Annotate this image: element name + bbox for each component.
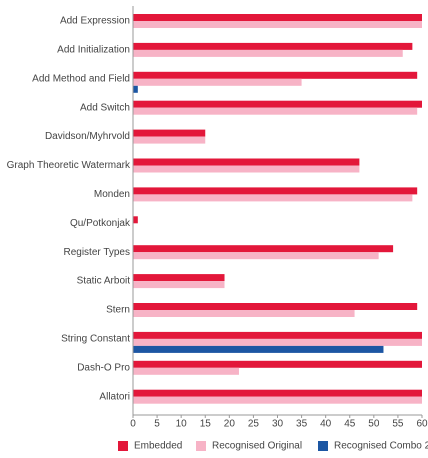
y-tick-label: Qu/Potkonjak bbox=[70, 218, 131, 229]
bar bbox=[133, 252, 379, 260]
bar bbox=[133, 389, 422, 397]
bar bbox=[133, 78, 302, 86]
y-tick-label: Graph Theoretic Watermark bbox=[7, 160, 131, 171]
bar bbox=[133, 136, 206, 144]
legend-label: Embedded bbox=[134, 441, 182, 452]
bar bbox=[133, 165, 360, 173]
bar bbox=[133, 85, 138, 93]
bar bbox=[133, 331, 422, 339]
bar bbox=[133, 367, 239, 375]
legend-label: Recognised Original bbox=[212, 441, 302, 452]
bar bbox=[133, 71, 418, 79]
y-tick-label: Add Initialization bbox=[57, 45, 130, 56]
x-tick-label: 35 bbox=[296, 419, 308, 430]
bar bbox=[133, 216, 138, 224]
y-tick-label: Add Switch bbox=[80, 102, 130, 113]
bar bbox=[133, 158, 360, 166]
bar bbox=[133, 21, 422, 28]
legend-swatch bbox=[196, 441, 206, 451]
bar bbox=[133, 396, 422, 404]
y-tick-label: Monden bbox=[94, 189, 130, 200]
bar bbox=[133, 187, 418, 195]
bar bbox=[133, 338, 422, 346]
y-tick-label: Add Expression bbox=[60, 16, 130, 27]
y-tick-label: Add Method and Field bbox=[32, 73, 130, 84]
bar bbox=[133, 129, 206, 137]
x-tick-label: 45 bbox=[344, 419, 356, 430]
bar bbox=[133, 42, 413, 50]
y-tick-label: Static Arboit bbox=[77, 276, 131, 287]
x-tick-label: 55 bbox=[392, 419, 404, 430]
bar bbox=[133, 310, 355, 317]
bar bbox=[133, 345, 384, 353]
x-tick-label: 20 bbox=[224, 419, 236, 430]
legend-swatch bbox=[318, 441, 328, 451]
bar bbox=[133, 14, 422, 21]
x-tick-label: 50 bbox=[368, 419, 380, 430]
bar bbox=[133, 303, 418, 310]
bar bbox=[133, 107, 418, 115]
y-tick-label: Register Types bbox=[63, 247, 130, 258]
bar bbox=[133, 245, 394, 253]
bar bbox=[133, 360, 422, 368]
bar bbox=[133, 100, 422, 108]
x-tick-label: 25 bbox=[248, 419, 260, 430]
legend-swatch bbox=[118, 441, 128, 451]
y-tick-label: String Constant bbox=[61, 334, 130, 345]
x-tick-label: 10 bbox=[176, 419, 188, 430]
x-tick-label: 0 bbox=[130, 419, 136, 430]
y-tick-label: Dash-O Pro bbox=[77, 362, 130, 373]
x-tick-label: 15 bbox=[200, 419, 212, 430]
legend-label: Recognised Combo 2 bbox=[334, 441, 428, 452]
x-tick-label: 40 bbox=[320, 419, 332, 430]
x-tick-label: 30 bbox=[272, 419, 284, 430]
x-tick-label: 5 bbox=[154, 419, 160, 430]
bar bbox=[133, 274, 225, 282]
y-tick-label: Stern bbox=[106, 305, 130, 316]
bar bbox=[133, 49, 403, 57]
bar bbox=[133, 194, 413, 202]
x-tick-label: 60 bbox=[416, 419, 428, 430]
bar bbox=[133, 281, 225, 289]
y-tick-label: Allatori bbox=[99, 391, 130, 402]
y-tick-label: Davidson/Myhrvold bbox=[45, 131, 130, 142]
